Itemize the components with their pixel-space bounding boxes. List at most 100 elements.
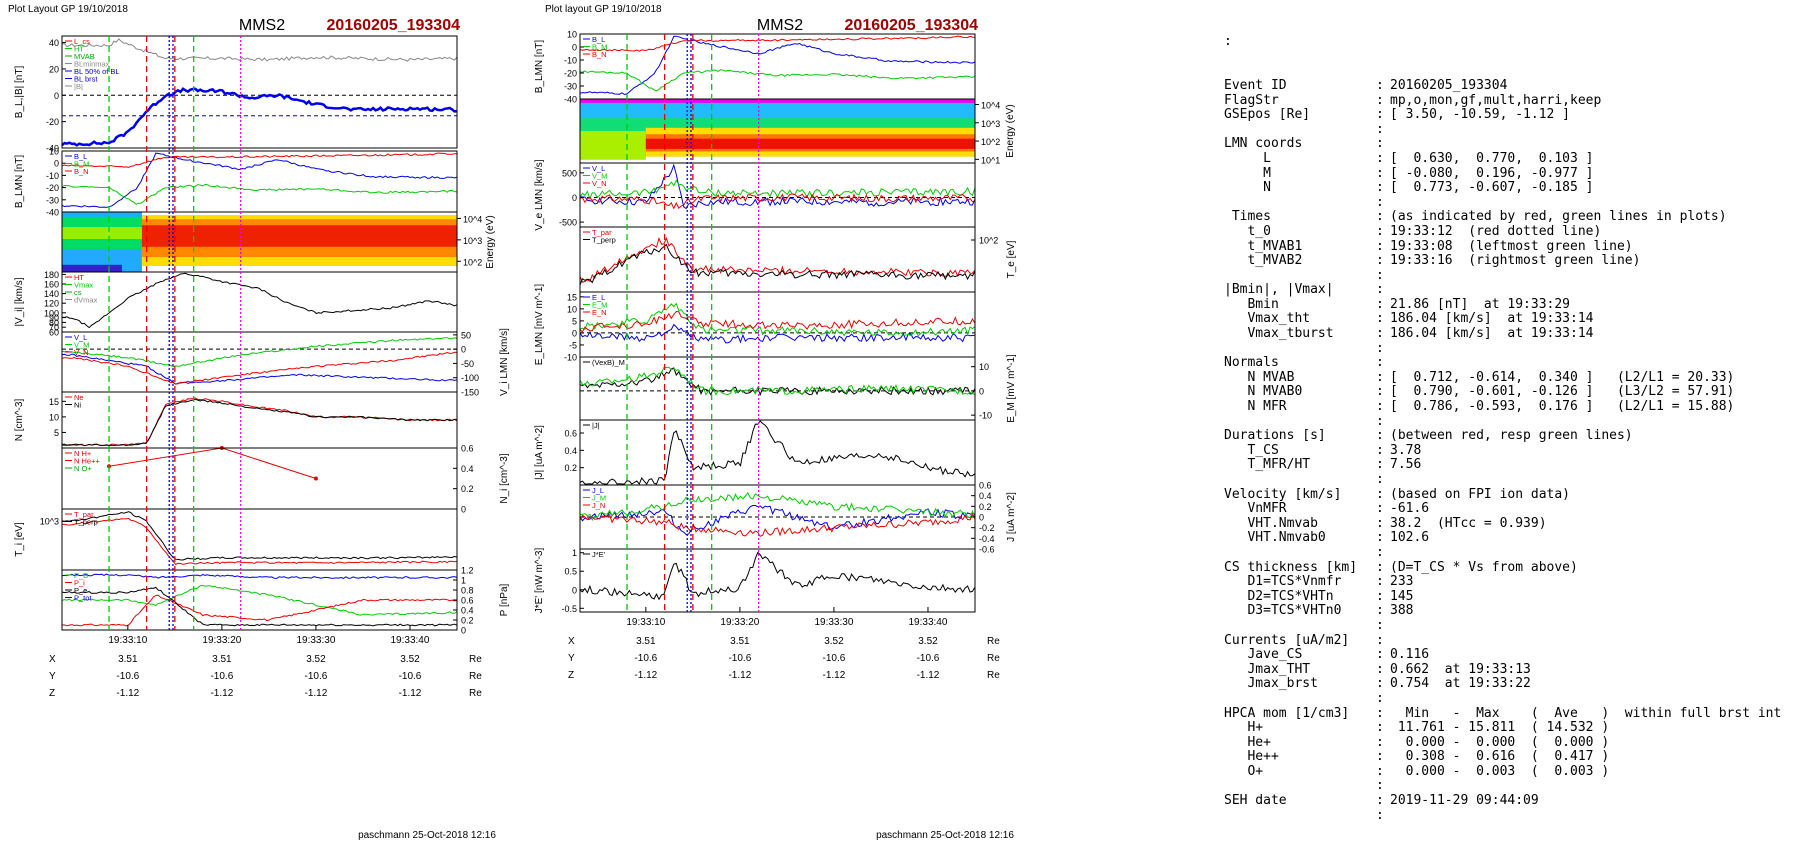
summary-key: N MFR [1224, 399, 1287, 415]
y-tick-label: -30 [564, 82, 577, 92]
ephemeris-label: Y [568, 653, 575, 664]
legend-entry: (VexB)_M [592, 358, 625, 367]
time-tick-label: 19:33:40 [909, 617, 948, 628]
y-tick-label: -50 [461, 359, 474, 369]
ephemeris-unit: Re [469, 688, 482, 699]
energy-axis-label: Energy (eV) [485, 215, 496, 268]
summary-value: (based on FPI ion data) [1390, 486, 1571, 502]
panel-right-0: -40 -30 -20 -10 0 10 B_LMN [nT] B_LB_MB_N [534, 30, 976, 105]
y-tick-label: -500 [559, 218, 577, 228]
y-tick-label: -100 [461, 373, 479, 383]
summary-row: N: [ 0.773, -0.607, -0.185 ] [1224, 180, 1794, 196]
series-line [579, 367, 976, 397]
y-tick-label: 0.4 [564, 446, 577, 456]
legend-entry: Ni [74, 401, 81, 410]
summary-row: : [1224, 414, 1794, 430]
summary-row: : [1224, 618, 1794, 634]
summary-key: Velocity [km/s] [1224, 486, 1342, 502]
y-tick-label: 0 [54, 91, 59, 101]
y-axis-label: E_LMN [mV m^-1] [534, 284, 545, 366]
legend-entry: B_N [592, 50, 607, 59]
y-tick-label: 120 [44, 299, 59, 309]
series-line [579, 513, 976, 537]
summary-row: L: [ 0.630, 0.770, 0.103 ] [1224, 151, 1794, 167]
ephemeris-value: -1.12 [634, 670, 657, 681]
series-line [61, 38, 458, 62]
summary-colon: : [1376, 720, 1384, 736]
author-footer: paschmann 25-Oct-2018 12:16 [358, 830, 496, 841]
y-tick-label: 70 [49, 323, 59, 333]
ephemeris-value: -10.6 [917, 653, 940, 664]
summary-value: [ 3.50, -10.59, -1.12 ] [1390, 107, 1571, 123]
legend-entry: |B| [74, 82, 83, 91]
summary-row: GSEpos [Re]: [ 3.50, -10.59, -1.12 ] [1224, 107, 1794, 123]
summary-row: t_MVAB2:19:33:16 (rightmost green line) [1224, 253, 1794, 269]
panel-right-1: 10^1 10^2 10^3 10^4 Energy (eV) [579, 98, 1016, 165]
summary-colon: : [1376, 369, 1384, 385]
ephemeris-value: 3.51 [730, 636, 750, 647]
panel-right-8: -0.5 0 0.5 1 J*E' [nW m^-3] J*E' [534, 548, 976, 614]
y-tick-label: 15 [567, 292, 577, 302]
summary-key: LMN coords [1224, 136, 1303, 152]
summary-value: 19:33:16 (rightmost green line) [1390, 253, 1641, 269]
time-axis: 19:33:10 19:33:20 19:33:30 19:33:40 [108, 625, 430, 646]
panel-left-0: -40 -20 0 20 40 B_L,|B| [nT] L_csHTMVABBLminma… [14, 35, 458, 154]
legend-entry: E_M [592, 301, 607, 310]
series-line [61, 511, 458, 561]
y-tick-label: 160 [44, 280, 59, 290]
panel-frame [61, 569, 458, 631]
time-tick-label: 19:33:10 [626, 617, 665, 628]
summary-top: : [1224, 34, 1232, 50]
summary-value: (between red, resp green lines) [1390, 428, 1633, 444]
summary-colon: : [1376, 734, 1384, 750]
summary-value: 11.761 - 15.811 ( 14.532 ) [1390, 720, 1610, 736]
legend-entry: B_L [592, 35, 605, 44]
y-tick-label: 10 [49, 412, 59, 422]
summary-key: Vmax_tht [1224, 311, 1311, 327]
series-line [61, 337, 458, 368]
legend-entry: N He++ [74, 457, 100, 466]
y-axis-label: V_i LMN [km/s] [499, 328, 510, 396]
y-tick-label: 0 [979, 386, 984, 396]
panel-frame [579, 291, 976, 358]
legend-entry: dVmax [74, 296, 98, 305]
legend-entry: BLminmax [74, 60, 110, 69]
y-tick-label: -10 [564, 353, 577, 363]
panel-frame [579, 33, 976, 100]
summary-colon: : [1376, 530, 1384, 546]
series-line [61, 586, 458, 627]
figure-title: MMS2 [239, 17, 285, 34]
y-axis-label: T_i [eV] [14, 522, 25, 557]
legend-entry: V_L [74, 333, 87, 342]
y-axis-label: T_e [eV] [1006, 240, 1017, 278]
y-tick-label: -40 [46, 144, 59, 154]
summary-colon: : [1376, 399, 1384, 415]
summary-colon: : [1376, 749, 1384, 765]
energy-axis-label: Energy (eV) [1005, 104, 1016, 157]
ephemeris-label: X [49, 654, 56, 665]
panel-right-7: -0.6-0.4-0.200.20.40.6 J [uA m^-2] J_LJ_MJ… [579, 481, 1017, 555]
y-tick-label: 0.5 [564, 567, 577, 577]
y-axis-label: P [nPa] [499, 583, 510, 616]
summary-row: N MFR: [ 0.786, -0.593, 0.176 ] (L2/L1 = … [1224, 399, 1794, 415]
summary-row: T_CS:3.78 [1224, 443, 1794, 459]
summary-colon: : [1376, 793, 1384, 809]
legend-entry: E_L [592, 293, 605, 302]
summary-colon: : [1376, 355, 1384, 371]
summary-row: : [1224, 779, 1794, 794]
y-tick-label: 1 [572, 548, 577, 558]
author-footer: paschmann 25-Oct-2018 12:16 [876, 830, 1014, 841]
legend-entry: V_M [592, 172, 607, 181]
summary-row: Currents [uA/m2]: [1224, 633, 1794, 649]
summary-value: [ 0.786, -0.593, 0.176 ] (L2/L1 = 15.88) [1390, 399, 1735, 415]
series-line [61, 272, 458, 329]
legend-entry: BL brst [74, 75, 98, 84]
series-line [108, 447, 317, 479]
summary-key: He+ [1224, 734, 1271, 750]
summary-value: 7.56 [1390, 457, 1422, 473]
data-point [313, 476, 318, 481]
event-markers [108, 36, 242, 630]
legend-entry: Vmax [74, 281, 93, 290]
